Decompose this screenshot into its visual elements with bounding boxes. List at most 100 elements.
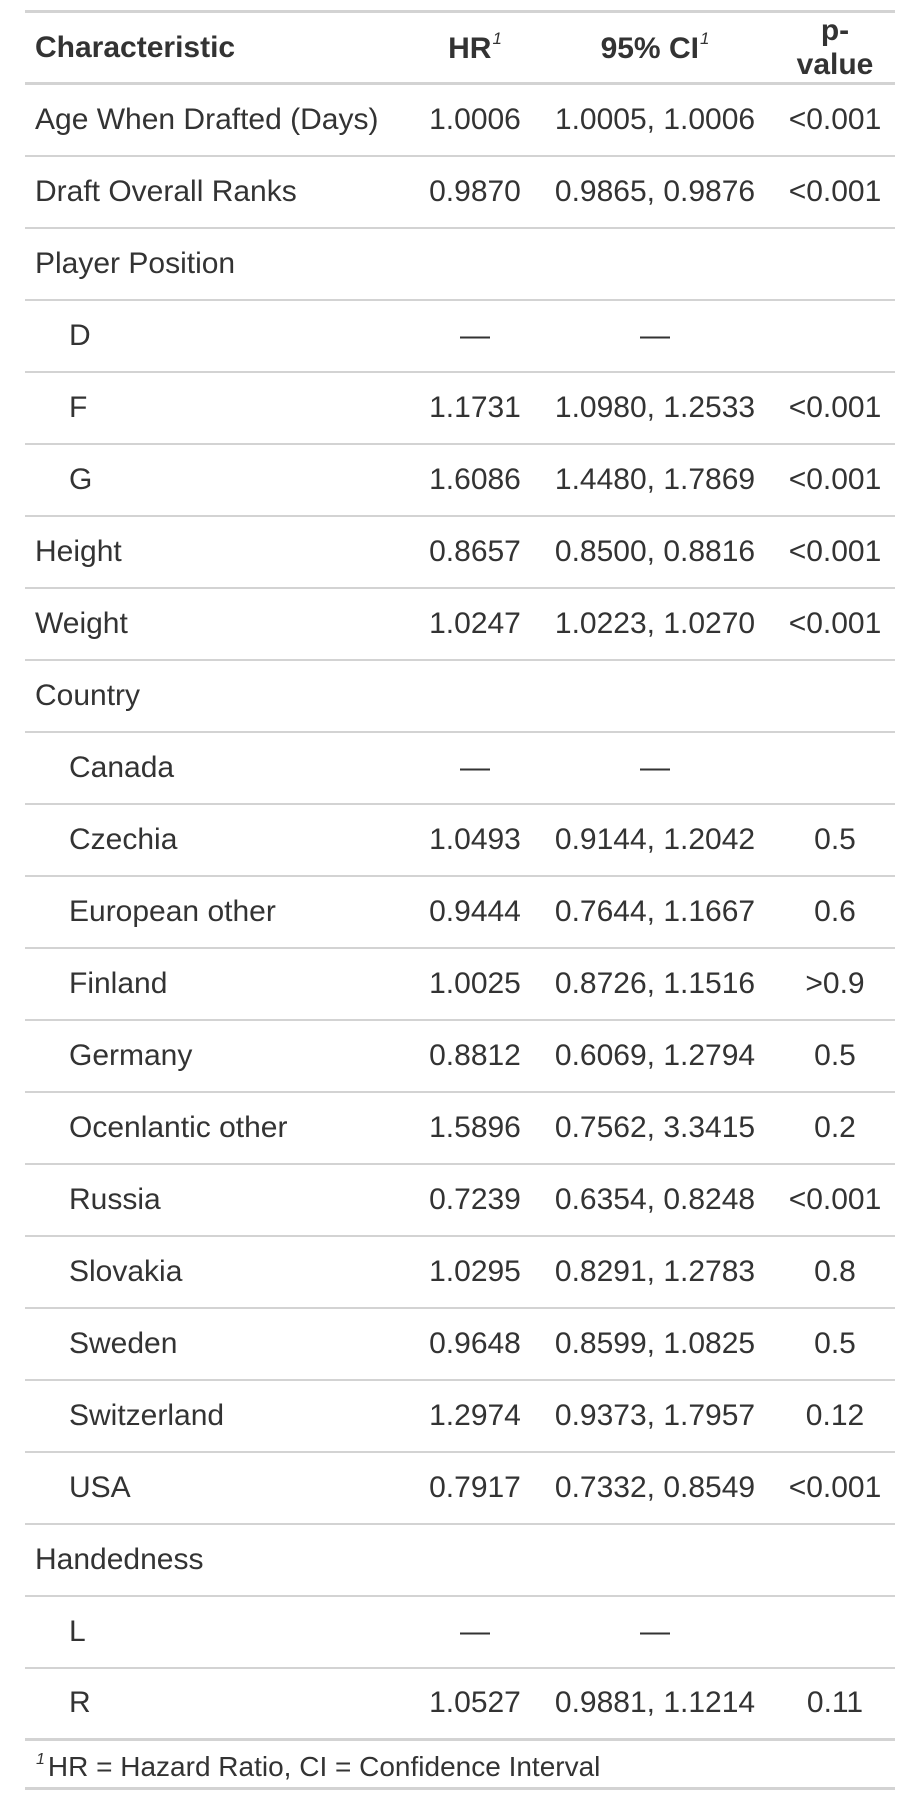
- cell-pvalue: 0.5: [775, 1019, 895, 1093]
- table-row: Weight 1.0247 1.0223, 1.0270 <0.001: [25, 587, 895, 661]
- cell-hr: 1.0025: [415, 947, 535, 1021]
- table-row: D — —: [25, 299, 895, 373]
- cell-hr: 0.8657: [415, 515, 535, 589]
- cell-pvalue: [775, 299, 895, 373]
- cell-hr: 0.8812: [415, 1019, 535, 1093]
- cell-pvalue: 0.6: [775, 875, 895, 949]
- cell-characteristic: Country: [25, 659, 415, 733]
- table-row: Sweden 0.9648 0.8599, 1.0825 0.5: [25, 1307, 895, 1381]
- cell-characteristic: Age When Drafted (Days): [25, 83, 415, 157]
- table-row: L — —: [25, 1595, 895, 1669]
- cell-ci: —: [535, 1595, 775, 1669]
- table-row: Draft Overall Ranks 0.9870 0.9865, 0.9876 <…: [25, 155, 895, 229]
- footnote-text: HR = Hazard Ratio, CI = Confidence Inter…: [47, 1751, 601, 1782]
- cell-pvalue: >0.9: [775, 947, 895, 1021]
- cell-characteristic: G: [25, 443, 415, 517]
- table-row: Slovakia 1.0295 0.8291, 1.2783 0.8: [25, 1235, 895, 1309]
- cell-characteristic: R: [25, 1667, 415, 1741]
- table-row: Handedness: [25, 1523, 895, 1597]
- cell-characteristic: Germany: [25, 1019, 415, 1093]
- cell-characteristic: D: [25, 299, 415, 373]
- cell-pvalue: 0.2: [775, 1091, 895, 1165]
- cell-hr: 1.5896: [415, 1091, 535, 1165]
- cell-pvalue: <0.001: [775, 155, 895, 229]
- cell-characteristic: Draft Overall Ranks: [25, 155, 415, 229]
- cell-hr: 0.9648: [415, 1307, 535, 1381]
- cell-ci: 1.4480, 1.7869: [535, 443, 775, 517]
- table-row: F 1.1731 1.0980, 1.2533 <0.001: [25, 371, 895, 445]
- table-row: Germany 0.8812 0.6069, 1.2794 0.5: [25, 1019, 895, 1093]
- cell-pvalue: <0.001: [775, 1451, 895, 1525]
- cell-characteristic: Czechia: [25, 803, 415, 877]
- cell-ci: 0.6354, 0.8248: [535, 1163, 775, 1237]
- cell-characteristic: Canada: [25, 731, 415, 805]
- cell-ci: 1.0223, 1.0270: [535, 587, 775, 661]
- cell-pvalue: 0.5: [775, 803, 895, 877]
- cell-hr: 1.1731: [415, 371, 535, 445]
- cell-ci: 0.9881, 1.1214: [535, 1667, 775, 1741]
- header-characteristic: Characteristic: [25, 10, 415, 85]
- cell-ci: 0.7562, 3.3415: [535, 1091, 775, 1165]
- cell-pvalue: [775, 731, 895, 805]
- cell-ci: 0.8291, 1.2783: [535, 1235, 775, 1309]
- table-row: G 1.6086 1.4480, 1.7869 <0.001: [25, 443, 895, 517]
- cell-hr: 0.9444: [415, 875, 535, 949]
- table-body: Age When Drafted (Days) 1.0006 1.0005, 1.0…: [25, 83, 895, 1741]
- cell-hr: [415, 227, 535, 301]
- cell-hr: —: [415, 299, 535, 373]
- cell-pvalue: 0.8: [775, 1235, 895, 1309]
- table-row: Czechia 1.0493 0.9144, 1.2042 0.5: [25, 803, 895, 877]
- cell-hr: 1.2974: [415, 1379, 535, 1453]
- cell-hr: 0.9870: [415, 155, 535, 229]
- header-ci: 95% CI1: [535, 10, 775, 85]
- cell-ci: 0.9373, 1.7957: [535, 1379, 775, 1453]
- cell-characteristic: European other: [25, 875, 415, 949]
- cell-characteristic: Switzerland: [25, 1379, 415, 1453]
- cell-characteristic: Player Position: [25, 227, 415, 301]
- table-row: Canada — —: [25, 731, 895, 805]
- cell-hr: 0.7239: [415, 1163, 535, 1237]
- cell-hr: —: [415, 731, 535, 805]
- cell-ci: [535, 227, 775, 301]
- table-row: USA 0.7917 0.7332, 0.8549 <0.001: [25, 1451, 895, 1525]
- cell-characteristic: L: [25, 1595, 415, 1669]
- cell-ci: —: [535, 731, 775, 805]
- cell-characteristic: Slovakia: [25, 1235, 415, 1309]
- cell-pvalue: <0.001: [775, 83, 895, 157]
- cell-ci: [535, 659, 775, 733]
- table-row: Russia 0.7239 0.6354, 0.8248 <0.001: [25, 1163, 895, 1237]
- header-pvalue: p-value: [775, 10, 895, 85]
- cell-hr: —: [415, 1595, 535, 1669]
- table-row: Switzerland 1.2974 0.9373, 1.7957 0.12: [25, 1379, 895, 1453]
- table-row: Age When Drafted (Days) 1.0006 1.0005, 1.0…: [25, 83, 895, 157]
- cell-ci: 0.8726, 1.1516: [535, 947, 775, 1021]
- cell-hr: 1.0247: [415, 587, 535, 661]
- cell-characteristic: Finland: [25, 947, 415, 1021]
- cell-ci: 1.0980, 1.2533: [535, 371, 775, 445]
- cell-ci: 0.7332, 0.8549: [535, 1451, 775, 1525]
- cell-hr: 1.0006: [415, 83, 535, 157]
- cell-characteristic: Height: [25, 515, 415, 589]
- cell-hr: 1.0527: [415, 1667, 535, 1741]
- footnote-row: 1 HR = Hazard Ratio, CI = Confidence Inte…: [25, 1739, 895, 1790]
- cell-hr: 1.0493: [415, 803, 535, 877]
- cell-pvalue: [775, 1523, 895, 1597]
- cell-ci: 0.8599, 1.0825: [535, 1307, 775, 1381]
- cell-hr: [415, 1523, 535, 1597]
- cell-pvalue: <0.001: [775, 587, 895, 661]
- cell-characteristic: Russia: [25, 1163, 415, 1237]
- cell-pvalue: 0.12: [775, 1379, 895, 1453]
- cell-characteristic: Weight: [25, 587, 415, 661]
- table-row: Player Position: [25, 227, 895, 301]
- cell-ci: 0.8500, 0.8816: [535, 515, 775, 589]
- cell-hr: 1.0295: [415, 1235, 535, 1309]
- footnote-marker: 1: [492, 29, 502, 48]
- header-hr: HR1: [415, 10, 535, 85]
- cell-pvalue: <0.001: [775, 371, 895, 445]
- cell-ci: 0.7644, 1.1667: [535, 875, 775, 949]
- cell-pvalue: <0.001: [775, 1163, 895, 1237]
- cell-ci: 0.6069, 1.2794: [535, 1019, 775, 1093]
- cell-characteristic: Sweden: [25, 1307, 415, 1381]
- cell-hr: [415, 659, 535, 733]
